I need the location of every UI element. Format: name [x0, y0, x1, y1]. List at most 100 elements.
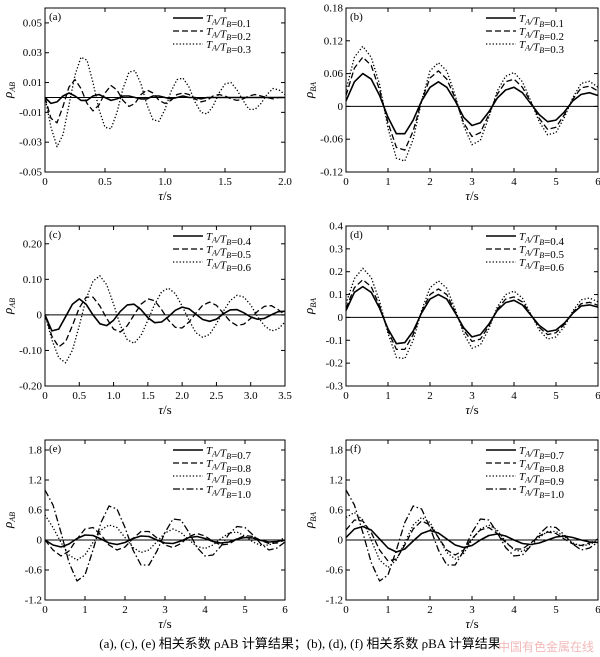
series-line [345, 525, 599, 553]
series-line [345, 519, 599, 562]
x-tick-label: 3 [469, 390, 475, 402]
y-tick-label: -0.6 [326, 565, 344, 577]
y-tick-label: -0.2 [326, 358, 343, 370]
legend-label: TA/TB=0.6 [206, 257, 252, 274]
series-line [345, 72, 599, 135]
panel-label: (a) [49, 11, 62, 23]
x-tick-label: 0 [343, 176, 349, 188]
y-axis-label: ρAB [0, 512, 17, 529]
series-line [44, 275, 286, 364]
y-tick-label: 0.05 [23, 17, 43, 29]
panel-label: (e) [49, 443, 62, 455]
x-tick-label: 3 [469, 176, 475, 188]
legend-label: TA/TB=0.7 [206, 445, 252, 462]
x-tick-label: 0 [42, 604, 48, 616]
y-tick-label: 0 [37, 535, 43, 547]
x-tick-label: 5 [242, 604, 248, 616]
x-tick-label: 5 [553, 176, 559, 188]
y-tick-label: -0.01 [19, 107, 42, 119]
series-line [44, 56, 286, 148]
x-axis-label: τ/s [465, 402, 478, 417]
panel-label: (b) [350, 11, 363, 23]
plot-frame [44, 225, 286, 387]
legend-label: TA/TB=1.0 [206, 484, 252, 501]
y-tick-label: 0.03 [23, 47, 43, 59]
legend-label: TA/TB=0.4 [519, 231, 565, 248]
legend-label: TA/TB=1.0 [519, 484, 565, 501]
series-line [44, 489, 286, 582]
legend-label: TA/TB=0.1 [206, 13, 251, 30]
y-axis-label: ρBA [301, 298, 318, 315]
series-line [44, 534, 286, 548]
x-tick-label: 5 [553, 390, 559, 402]
x-tick-label: 2 [427, 604, 433, 616]
x-axis-label: τ/s [158, 188, 171, 203]
y-tick-label: -0.06 [320, 134, 343, 146]
figure-caption: (a), (c), (e) 相关系数 ρAB 计算结果；(b), (d), (f… [99, 636, 501, 651]
series-line [44, 526, 286, 557]
legend-label: TA/TB=0.5 [206, 244, 252, 261]
x-tick-label: 6 [282, 604, 288, 616]
svg-text:ρAB: ρAB [0, 512, 17, 529]
series-line [345, 45, 599, 162]
x-tick-label: 2.5 [210, 390, 224, 402]
series-line [345, 267, 599, 360]
y-tick-label: -0.12 [320, 167, 343, 179]
x-tick-label: 2.0 [278, 176, 292, 188]
y-tick-label: 1.8 [329, 445, 343, 457]
x-tick-label: 1 [385, 390, 391, 402]
x-tick-label: 0 [343, 604, 349, 616]
x-tick-label: 6 [595, 390, 600, 402]
y-axis-label: ρAB [0, 298, 17, 315]
x-tick-label: 3.5 [278, 390, 292, 402]
legend-label: TA/TB=0.9 [519, 471, 565, 488]
x-axis-label: τ/s [465, 188, 478, 203]
x-tick-label: 6 [595, 176, 600, 188]
x-tick-label: 4 [511, 176, 517, 188]
chart-panel-6: 0 1 2 3 4 5 6 -1.2 -0.6 0 0.6 1.2 1.8 (f) τ/s ρBA TA/TB=… [301, 439, 600, 631]
svg-text:ρBA: ρBA [301, 298, 318, 315]
x-tick-label: 2.0 [175, 390, 189, 402]
y-tick-label: -0.6 [25, 565, 43, 577]
chart-panel-5: 0 1 2 3 4 5 6 -1.2 -0.6 0 0.6 1.2 1.8 (e) τ/s ρAB TA/TB=… [0, 439, 288, 631]
y-tick-label: 0.12 [324, 35, 343, 47]
y-tick-label: 0.3 [329, 243, 343, 255]
series-line [44, 78, 285, 124]
legend-label: TA/TB=0.8 [206, 458, 252, 475]
y-tick-label: -0.1 [326, 335, 343, 347]
series-line [345, 285, 599, 345]
x-tick-label: 2 [427, 176, 433, 188]
svg-text:ρBA: ρBA [301, 82, 318, 99]
y-tick-label: 0.1 [329, 289, 343, 301]
svg-text:ρBA: ρBA [301, 512, 318, 529]
legend-label: TA/TB=0.2 [519, 26, 564, 43]
y-tick-label: -0.20 [19, 381, 42, 393]
legend-label: TA/TB=0.6 [519, 257, 565, 274]
y-tick-label: -1.2 [25, 595, 42, 607]
legend-label: TA/TB=0.4 [206, 231, 252, 248]
y-tick-label: 0.18 [324, 3, 344, 15]
legend-label: TA/TB=0.7 [519, 445, 565, 462]
y-tick-label: 1.2 [28, 475, 42, 487]
y-tick-label: -0.03 [19, 137, 42, 149]
y-tick-label: 0 [338, 101, 344, 113]
x-tick-label: 1.0 [158, 176, 172, 188]
series-line [345, 489, 599, 582]
legend-label: TA/TB=0.2 [206, 26, 251, 43]
series-line [44, 296, 286, 348]
x-tick-label: 2 [122, 604, 128, 616]
y-tick-label: 0.01 [23, 77, 42, 89]
x-tick-label: 2 [427, 390, 433, 402]
y-tick-label: 0.6 [28, 505, 42, 517]
chart-panel-4: 0 1 2 3 4 5 6 -0.3 -0.2 -0.1 0 0.1 0.2 0.3 0.4 (d) τ/s ρB… [301, 221, 600, 418]
x-tick-label: 4 [202, 604, 208, 616]
x-tick-label: 1 [385, 604, 391, 616]
y-tick-label: 0.6 [329, 505, 343, 517]
y-tick-label: 0.06 [324, 68, 344, 80]
chart-panel-3: 0 0.5 1.0 1.5 2.0 2.5 3.0 3.5 -0.20 -0.10 0 0.10 0.2… [0, 225, 292, 417]
x-tick-label: 0 [343, 390, 349, 402]
y-tick-label: 0 [37, 309, 43, 321]
y-tick-label: -1.2 [326, 595, 343, 607]
series-line [345, 279, 599, 351]
